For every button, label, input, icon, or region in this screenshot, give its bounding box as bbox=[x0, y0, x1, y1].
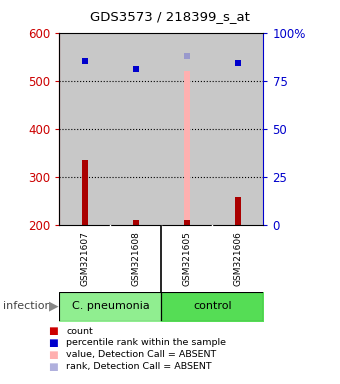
Bar bbox=[162, 292, 264, 321]
Text: ■: ■ bbox=[48, 350, 57, 360]
Bar bbox=[184, 71, 190, 225]
Text: GSM321608: GSM321608 bbox=[132, 231, 140, 286]
Text: GDS3573 / 218399_s_at: GDS3573 / 218399_s_at bbox=[90, 10, 250, 23]
Text: percentile rank within the sample: percentile rank within the sample bbox=[66, 338, 226, 348]
Bar bbox=[162, 33, 212, 225]
Text: rank, Detection Call = ABSENT: rank, Detection Call = ABSENT bbox=[66, 362, 212, 371]
Text: GSM321605: GSM321605 bbox=[183, 231, 191, 286]
Text: control: control bbox=[193, 301, 232, 311]
Bar bbox=[212, 33, 264, 225]
Text: ▶: ▶ bbox=[49, 300, 59, 313]
Bar bbox=[82, 160, 88, 225]
Bar bbox=[133, 220, 139, 225]
Text: C. pneumonia: C. pneumonia bbox=[72, 301, 149, 311]
Bar bbox=[59, 33, 110, 225]
Text: GSM321607: GSM321607 bbox=[81, 231, 89, 286]
Bar bbox=[184, 220, 190, 225]
Text: GSM321606: GSM321606 bbox=[234, 231, 242, 286]
Text: ■: ■ bbox=[48, 338, 57, 348]
Text: infection: infection bbox=[3, 301, 52, 311]
Text: ■: ■ bbox=[48, 326, 57, 336]
Bar bbox=[59, 292, 162, 321]
Text: value, Detection Call = ABSENT: value, Detection Call = ABSENT bbox=[66, 350, 217, 359]
Text: ■: ■ bbox=[48, 362, 57, 372]
Bar bbox=[235, 197, 241, 225]
Text: count: count bbox=[66, 326, 93, 336]
Bar bbox=[110, 33, 162, 225]
